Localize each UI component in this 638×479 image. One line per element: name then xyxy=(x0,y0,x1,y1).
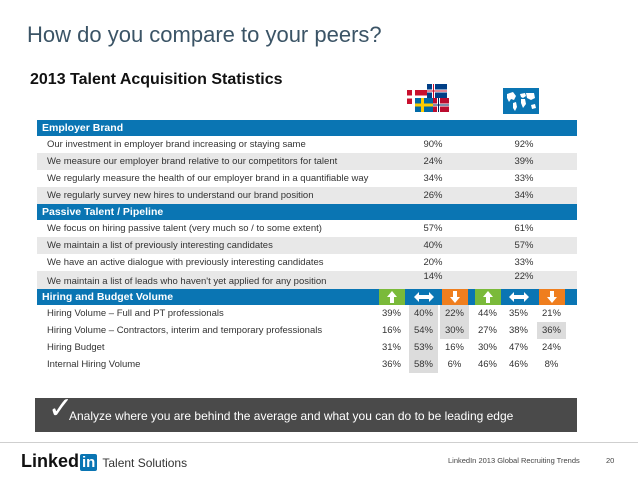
table-row: We have an active dialogue with previous… xyxy=(37,254,577,271)
nordic-same-value: 40% xyxy=(409,305,438,322)
global-same-value: 35% xyxy=(508,308,528,319)
nordic-value: 40% xyxy=(423,240,443,251)
logo-in-badge: in xyxy=(80,454,98,471)
nordic-increase-value: 16% xyxy=(381,325,401,336)
table-row: We regularly survey new hires to underst… xyxy=(37,187,577,204)
global-same-value: 47% xyxy=(508,342,528,353)
table-row: We measure our employer brand relative t… xyxy=(37,153,577,170)
row-label: We measure our employer brand relative t… xyxy=(47,156,338,167)
global-same-value: 46% xyxy=(508,359,528,370)
statistics-table: Employer Brand Our investment in employe… xyxy=(37,120,577,373)
section-title: 2013 Talent Acquisition Statistics xyxy=(30,71,283,88)
global-same-value: 38% xyxy=(508,325,528,336)
global-value: 22% xyxy=(514,271,534,282)
hiring-budget-heading: Hiring and Budget Volume xyxy=(37,289,577,305)
nordic-value: 14% xyxy=(423,271,443,282)
nordic-decrease-value: 30% xyxy=(440,322,469,339)
down-arrow-icon xyxy=(442,289,468,305)
nordic-value: 24% xyxy=(423,156,443,167)
global-increase-value: 30% xyxy=(477,342,497,353)
table-row: We regularly measure the health of our e… xyxy=(37,170,577,187)
global-increase-value: 46% xyxy=(477,359,497,370)
row-label: We focus on hiring passive talent (very … xyxy=(47,223,322,234)
callout-banner: ✓ Analyze where you are behind the avera… xyxy=(35,391,577,432)
table-row: We focus on hiring passive talent (very … xyxy=(37,220,577,237)
hiring-budget-heading-label: Hiring and Budget Volume xyxy=(42,291,174,303)
logo-text: Linked xyxy=(21,451,80,471)
table-row: We maintain a list of leads who haven't … xyxy=(37,271,577,289)
table-row: Hiring Budget 31% 53% 16% 30% 47% 24% xyxy=(37,339,577,356)
nordic-value: 26% xyxy=(423,190,443,201)
row-label: Our investment in employer brand increas… xyxy=(47,139,306,150)
row-label: Internal Hiring Volume xyxy=(47,359,141,370)
table-row: Hiring Volume – Full and PT professional… xyxy=(37,305,577,322)
global-value: 33% xyxy=(514,257,534,268)
world-map-icon xyxy=(503,88,539,114)
checkmark-icon: ✓ xyxy=(48,391,74,426)
row-label: Hiring Volume – Contractors, interim and… xyxy=(47,325,323,336)
employer-brand-heading: Employer Brand xyxy=(37,120,577,136)
nordic-same-value: 54% xyxy=(409,322,438,339)
nordic-value: 34% xyxy=(423,173,443,184)
global-value: 39% xyxy=(514,156,534,167)
row-label: Hiring Budget xyxy=(47,342,105,353)
global-decrease-value: 24% xyxy=(541,342,561,353)
global-decrease-value: 8% xyxy=(544,359,559,370)
nordic-increase-value: 31% xyxy=(381,342,401,353)
table-row: Hiring Volume – Contractors, interim and… xyxy=(37,322,577,339)
row-label: Hiring Volume – Full and PT professional… xyxy=(47,308,224,319)
table-row: Internal Hiring Volume 36% 58% 6% 46% 46… xyxy=(37,356,577,373)
nordic-same-value: 53% xyxy=(409,339,438,356)
slide-title: How do you compare to your peers? xyxy=(27,22,382,47)
down-arrow-icon xyxy=(539,289,565,305)
footer-divider xyxy=(0,442,638,443)
nordic-value: 57% xyxy=(423,223,443,234)
linkedin-logo: Linked in Talent Solutions xyxy=(21,451,187,472)
table-row: Our investment in employer brand increas… xyxy=(37,136,577,153)
left-right-arrow-icon xyxy=(411,289,437,305)
nordic-flags-icon xyxy=(407,84,449,112)
nordic-value: 20% xyxy=(423,257,443,268)
row-label: We regularly measure the health of our e… xyxy=(47,173,369,184)
callout-text: Analyze where you are behind the average… xyxy=(69,409,514,423)
nordic-same-value: 58% xyxy=(409,356,438,373)
global-increase-value: 44% xyxy=(477,308,497,319)
table-row: We maintain a list of previously interes… xyxy=(37,237,577,254)
up-arrow-icon xyxy=(379,289,405,305)
footer-source: LinkedIn 2013 Global Recruiting Trends xyxy=(448,456,580,465)
nordic-decrease-value: 6% xyxy=(447,359,462,370)
nordic-increase-value: 39% xyxy=(381,308,401,319)
row-label: We maintain a list of leads who haven't … xyxy=(47,276,327,287)
global-value: 61% xyxy=(514,223,534,234)
up-arrow-icon xyxy=(475,289,501,305)
nordic-value: 90% xyxy=(423,139,443,150)
row-label: We maintain a list of previously interes… xyxy=(47,240,273,251)
nordic-decrease-value: 22% xyxy=(440,305,469,322)
row-label: We have an active dialogue with previous… xyxy=(47,257,324,268)
passive-talent-heading: Passive Talent / Pipeline xyxy=(37,204,577,220)
row-label: We regularly survey new hires to underst… xyxy=(47,190,314,201)
global-decrease-value: 36% xyxy=(537,322,566,339)
logo-subtitle: Talent Solutions xyxy=(102,456,188,470)
global-decrease-value: 21% xyxy=(541,308,561,319)
global-value: 34% xyxy=(514,190,534,201)
nordic-decrease-value: 16% xyxy=(444,342,464,353)
global-value: 92% xyxy=(514,139,534,150)
page-number: 20 xyxy=(606,456,615,465)
left-right-arrow-icon xyxy=(506,289,532,305)
nordic-increase-value: 36% xyxy=(381,359,401,370)
global-value: 33% xyxy=(514,173,534,184)
global-value: 57% xyxy=(514,240,534,251)
global-increase-value: 27% xyxy=(477,325,497,336)
